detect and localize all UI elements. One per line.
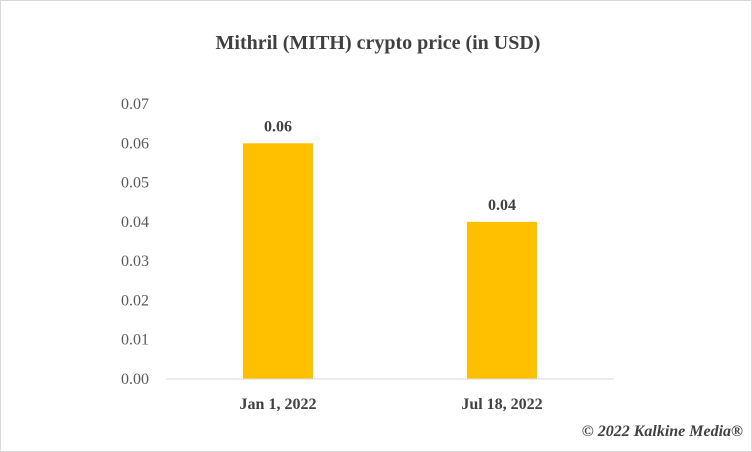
data-label: 0.06 [264, 118, 292, 135]
bar [467, 221, 537, 379]
bar [243, 143, 313, 379]
x-axis: Jan 1, 2022 Jul 18, 2022 [166, 378, 614, 413]
y-tick-label: 0.00 [121, 371, 149, 388]
y-tick-label: 0.05 [121, 175, 149, 192]
y-axis: 0.00 0.01 0.02 0.03 0.04 0.05 0.06 0.07 [121, 96, 149, 388]
y-tick-label: 0.04 [121, 214, 149, 231]
y-tick-label: 0.03 [121, 253, 149, 270]
chart-title: Mithril (MITH) crypto price (in USD) [216, 32, 541, 54]
y-tick-label: 0.01 [121, 332, 149, 349]
copyright-notice: © 2022 Kalkine Media® [581, 423, 743, 440]
data-label: 0.04 [488, 197, 516, 214]
x-tick-label: Jan 1, 2022 [240, 396, 317, 413]
y-tick-label: 0.07 [121, 96, 149, 113]
bars: 0.06 0.04 [243, 118, 537, 379]
y-tick-label: 0.02 [121, 292, 149, 309]
x-tick-label: Jul 18, 2022 [461, 396, 542, 413]
y-tick-label: 0.06 [121, 135, 149, 152]
